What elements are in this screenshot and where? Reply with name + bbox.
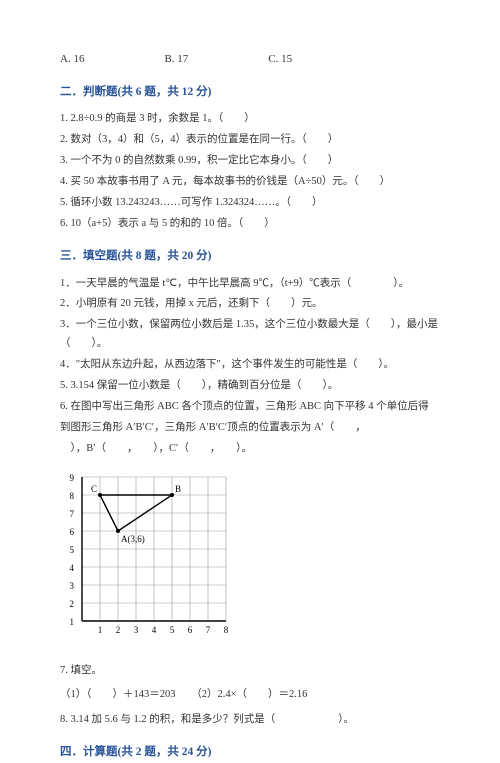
svg-text:4: 4 — [70, 563, 75, 573]
fill-q4: 4．"太阳从东边升起，从西边落下"，这个事件发生的可能性是（ ）。 — [60, 356, 440, 375]
fill-q6-cont1: 到图形三角形 A′B′C′，三角形 A′B′C′顶点的位置表示为 A′（ ， — [60, 419, 440, 438]
svg-text:4: 4 — [152, 625, 157, 635]
svg-text:3: 3 — [134, 625, 139, 635]
judge-q2: 2. 数对（3，4）和（5，4）表示的位置是在同一行。（ ） — [60, 131, 440, 150]
fill-q2: 2．小明原有 20 元钱，用掉 x 元后，还剩下（ ）元。 — [60, 295, 440, 314]
mc-option-row: A. 16 B. 17 C. 15 — [60, 50, 440, 70]
svg-text:2: 2 — [116, 625, 121, 635]
fill-q3: 3．一个三位小数，保留两位小数后是 1.35，这个三位小数最大是（ ），最小是（… — [60, 316, 440, 354]
svg-text:6: 6 — [70, 527, 75, 537]
svg-text:C: C — [91, 484, 97, 494]
section-2-body: 1. 2.8÷0.9 的商是 3 时，余数是 1。（ ） 2. 数对（3，4）和… — [60, 110, 440, 233]
option-b: B. 17 — [164, 50, 188, 70]
fill-q7-head: 7. 填空。 — [60, 662, 440, 681]
section-3-title: 三．填空题(共 8 题，共 20 分) — [60, 246, 440, 267]
svg-text:2: 2 — [70, 599, 75, 609]
grid-chart: 9 8 7 6 5 4 3 2 1 1 2 3 4 5 6 7 8 A(3,6) B C — [60, 467, 440, 652]
svg-text:B: B — [175, 484, 181, 494]
judge-q3: 3. 一个不为 0 的自然数乘 0.99，积一定比它本身小。（ ） — [60, 152, 440, 171]
svg-text:8: 8 — [70, 491, 75, 501]
judge-q6: 6. 10（a+5）表示 a 与 5 的和的 10 倍。（ ） — [60, 215, 440, 234]
grid-svg: 9 8 7 6 5 4 3 2 1 1 2 3 4 5 6 7 8 A(3,6) B C — [60, 467, 250, 652]
option-c: C. 15 — [268, 50, 292, 70]
section-2-title: 二．判断题(共 6 题，共 12 分) — [60, 82, 440, 103]
svg-text:7: 7 — [206, 625, 211, 635]
fill-q8: 8. 3.14 加 5.6 与 1.2 的积，和是多少？列式是（ ）。 — [60, 711, 440, 730]
judge-q4: 4. 买 50 本故事书用了 A 元，每本故事书的价钱是（A÷50）元。（ ） — [60, 173, 440, 192]
svg-text:3: 3 — [70, 581, 75, 591]
svg-text:9: 9 — [70, 473, 75, 483]
svg-text:5: 5 — [70, 545, 75, 555]
section-3-body: 1．一天早晨的气温是 t℃，中午比早晨高 9℃，（t+9）℃表示（ ）。 2．小… — [60, 275, 440, 459]
svg-text:8: 8 — [224, 625, 229, 635]
svg-text:1: 1 — [98, 625, 103, 635]
fill-q6-cont2: ），B′（ ， ），C′（ ， ）。 — [60, 440, 440, 459]
fill-q5: 5. 3.154 保留一位小数是（ ），精确到百分位是（ ）。 — [60, 377, 440, 396]
fill-q1: 1．一天早晨的气温是 t℃，中午比早晨高 9℃，（t+9）℃表示（ ）。 — [60, 275, 440, 294]
option-a: A. 16 — [60, 50, 84, 70]
fill-q7-line: （1）（ ）＋143＝203 （2）2.4×（ ）＝2.16 — [60, 686, 440, 705]
svg-text:7: 7 — [70, 509, 75, 519]
svg-text:6: 6 — [188, 625, 193, 635]
svg-text:A(3,6): A(3,6) — [121, 534, 145, 544]
svg-text:1: 1 — [70, 617, 75, 627]
fill-q6: 6. 在图中写出三角形 ABC 各个顶点的位置，三角形 ABC 向下平移 4 个… — [60, 398, 440, 417]
section-4-title: 四．计算题(共 2 题，共 24 分) — [60, 742, 440, 763]
judge-q5: 5. 循环小数 13.243243……可写作 1.324324……。（ ） — [60, 194, 440, 213]
judge-q1: 1. 2.8÷0.9 的商是 3 时，余数是 1。（ ） — [60, 110, 440, 129]
svg-text:5: 5 — [170, 625, 175, 635]
